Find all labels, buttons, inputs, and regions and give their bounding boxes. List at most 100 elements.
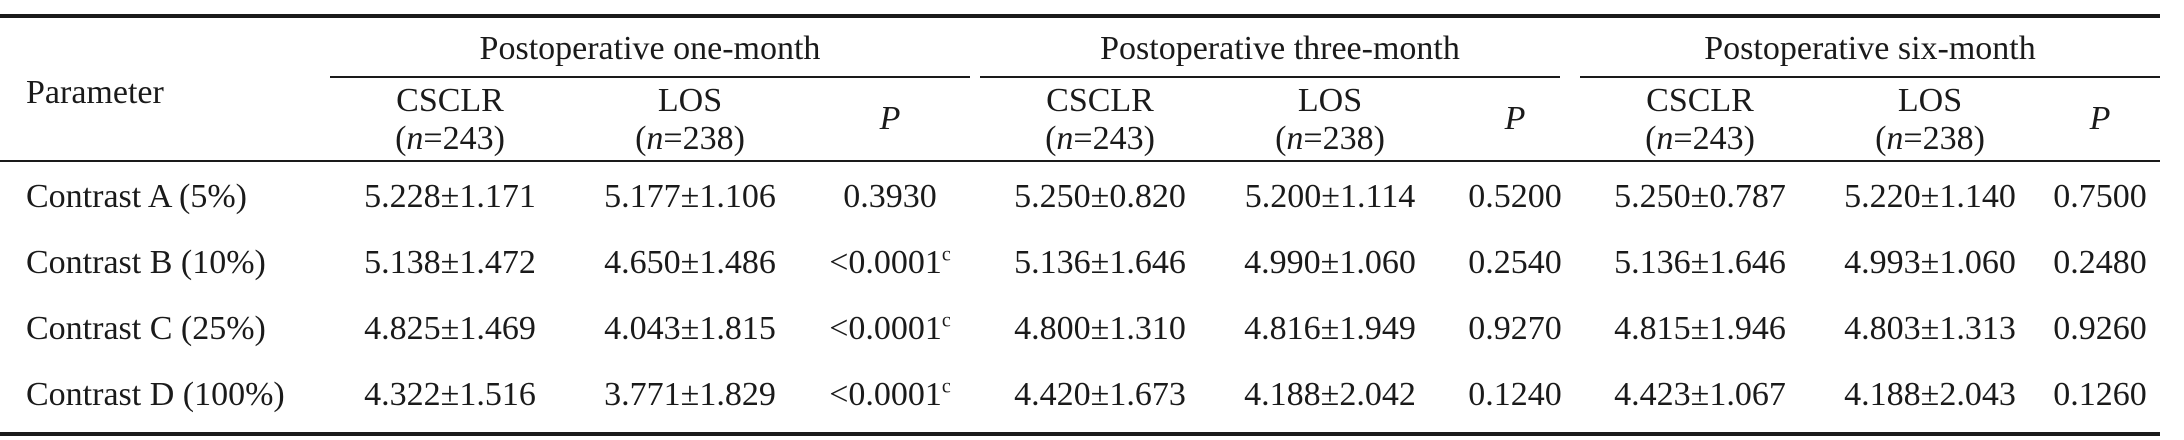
table-cell: 4.803±1.313 — [1810, 310, 2050, 348]
cell-value: 4.650±1.486 — [604, 244, 776, 281]
subheader-los-label: LOS — [1897, 82, 1963, 119]
subheader-cs-label: CSCLR — [1046, 82, 1154, 119]
table-cell: 0.9270 — [1450, 310, 1580, 348]
cell-value: 0.2480 — [2053, 244, 2147, 281]
group-rule-three-month — [980, 76, 1560, 78]
eq: = — [423, 120, 443, 157]
table-cell: 0.2480 — [2040, 244, 2160, 282]
eq: = — [1903, 120, 1923, 157]
cs-n-value: 243 — [1092, 120, 1144, 157]
cell-value: 5.136±1.646 — [1014, 244, 1186, 281]
table-cell: 0.7500 — [2040, 178, 2160, 216]
significance-marker: c — [941, 243, 951, 266]
subheader-los-n: (n=238) — [1875, 120, 1985, 157]
group-header-six-month: Postoperative six-month — [1704, 30, 2036, 67]
table-cell: 4.815±1.946 — [1580, 310, 1820, 348]
cell-value: 4.420±1.673 — [1014, 376, 1186, 413]
table-cell: 5.136±1.646 — [1580, 244, 1820, 282]
group-header-three-month: Postoperative three-month — [1100, 30, 1460, 67]
cell-value: 4.188±2.042 — [1244, 376, 1416, 413]
cell-value: 5.138±1.472 — [364, 244, 536, 281]
eq: = — [1303, 120, 1323, 157]
cell-value: 0.5200 — [1468, 178, 1562, 215]
cell-value: 0.2540 — [1468, 244, 1562, 281]
table-cell: 4.043±1.815 — [570, 310, 810, 348]
table-cell: 5.250±0.787 — [1580, 178, 1820, 216]
table-cell: 5.200±1.114 — [1210, 178, 1450, 216]
subheader-p-6: P — [2089, 100, 2111, 137]
parameter-header: Parameter — [26, 74, 164, 111]
group-header-one-month: Postoperative one-month — [479, 30, 821, 67]
table-cell: <0.0001c — [810, 310, 970, 348]
eq: = — [1073, 120, 1093, 157]
subheader-cs-label: CSCLR — [1646, 82, 1754, 119]
cell-value: 5.250±0.820 — [1014, 178, 1186, 215]
cell-value: 0.7500 — [2053, 178, 2147, 215]
table-cell: 0.2540 — [1450, 244, 1580, 282]
los-n-value: 238 — [682, 120, 734, 157]
cell-value: 5.220±1.140 — [1844, 178, 2016, 215]
table-cell: 0.1240 — [1450, 376, 1580, 414]
table-top-rule — [0, 14, 2160, 18]
table-cell: 5.220±1.140 — [1810, 178, 2050, 216]
table-cell: 4.322±1.516 — [330, 376, 570, 414]
table-cell: <0.0001c — [810, 376, 970, 414]
table-cell: 5.136±1.646 — [980, 244, 1220, 282]
cell-value: 4.800±1.310 — [1014, 310, 1186, 347]
subheader-p-1: P — [879, 100, 901, 137]
table-bottom-rule — [0, 432, 2160, 436]
n-label: n — [1886, 120, 1904, 157]
table-cell: 4.423±1.067 — [1580, 376, 1820, 414]
table-cell: 0.3930 — [810, 178, 970, 216]
table-cell: 5.138±1.472 — [330, 244, 570, 282]
table-cell: 4.993±1.060 — [1810, 244, 2050, 282]
cell-value: 4.188±2.043 — [1844, 376, 2016, 413]
n-label: n — [646, 120, 664, 157]
table-cell: 5.250±0.820 — [980, 178, 1220, 216]
subheader-los-n: (n=238) — [635, 120, 745, 157]
cell-value: 5.177±1.106 — [604, 178, 776, 215]
group-rule-one-month — [330, 76, 970, 78]
row-label: Contrast A (5%) — [26, 178, 247, 215]
n-label: n — [1056, 120, 1074, 157]
group-rule-six-month — [1580, 76, 2160, 78]
row-label: Contrast C (25%) — [26, 310, 266, 347]
eq: = — [663, 120, 683, 157]
cell-value: 0.1260 — [2053, 376, 2147, 413]
subheader-los-label: LOS — [657, 82, 723, 119]
table-cell: 0.9260 — [2040, 310, 2160, 348]
cell-value: 5.136±1.646 — [1614, 244, 1786, 281]
significance-marker: c — [941, 309, 951, 332]
cell-value: 4.803±1.313 — [1844, 310, 2016, 347]
eq: = — [1673, 120, 1693, 157]
cell-value: 5.228±1.171 — [364, 178, 536, 215]
table-cell: 0.5200 — [1450, 178, 1580, 216]
cell-value: 4.825±1.469 — [364, 310, 536, 347]
cell-value: 0.9260 — [2053, 310, 2147, 347]
subheader-cs-label: CSCLR — [396, 82, 504, 119]
table-cell: <0.0001c — [810, 244, 970, 282]
table-cell: 0.1260 — [2040, 376, 2160, 414]
row-label: Contrast B (10%) — [26, 244, 266, 281]
table-cell: 4.188±2.042 — [1210, 376, 1450, 414]
table-cell: 3.771±1.829 — [570, 376, 810, 414]
cell-value: 4.423±1.067 — [1614, 376, 1786, 413]
table-cell: 4.188±2.043 — [1810, 376, 2050, 414]
subheader-los-6: LOS (n=238) — [1810, 82, 2050, 158]
subheader-los-label: LOS — [1297, 82, 1363, 119]
subheader-cs-n: (n=243) — [395, 120, 505, 157]
cell-value: <0.0001 — [829, 244, 942, 281]
table-cell: 4.816±1.949 — [1210, 310, 1450, 348]
table-cell: 4.650±1.486 — [570, 244, 810, 282]
row-label: Contrast D (100%) — [26, 376, 285, 413]
los-n-value: 238 — [1922, 120, 1974, 157]
cell-value: <0.0001 — [829, 376, 942, 413]
subheader-los-1: LOS (n=238) — [570, 82, 810, 158]
subheader-cs-3: CSCLR (n=243) — [980, 82, 1220, 158]
cell-value: 0.1240 — [1468, 376, 1562, 413]
significance-marker: c — [941, 375, 951, 398]
subheader-cs-n: (n=243) — [1645, 120, 1755, 157]
cell-value: 4.815±1.946 — [1614, 310, 1786, 347]
cell-value: 4.043±1.815 — [604, 310, 776, 347]
n-label: n — [1286, 120, 1304, 157]
